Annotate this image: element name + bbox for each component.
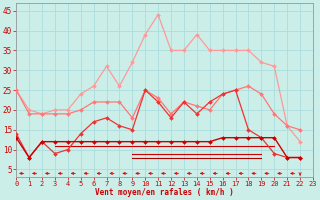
X-axis label: Vent moyen/en rafales ( km/h ): Vent moyen/en rafales ( km/h ) (95, 188, 234, 197)
